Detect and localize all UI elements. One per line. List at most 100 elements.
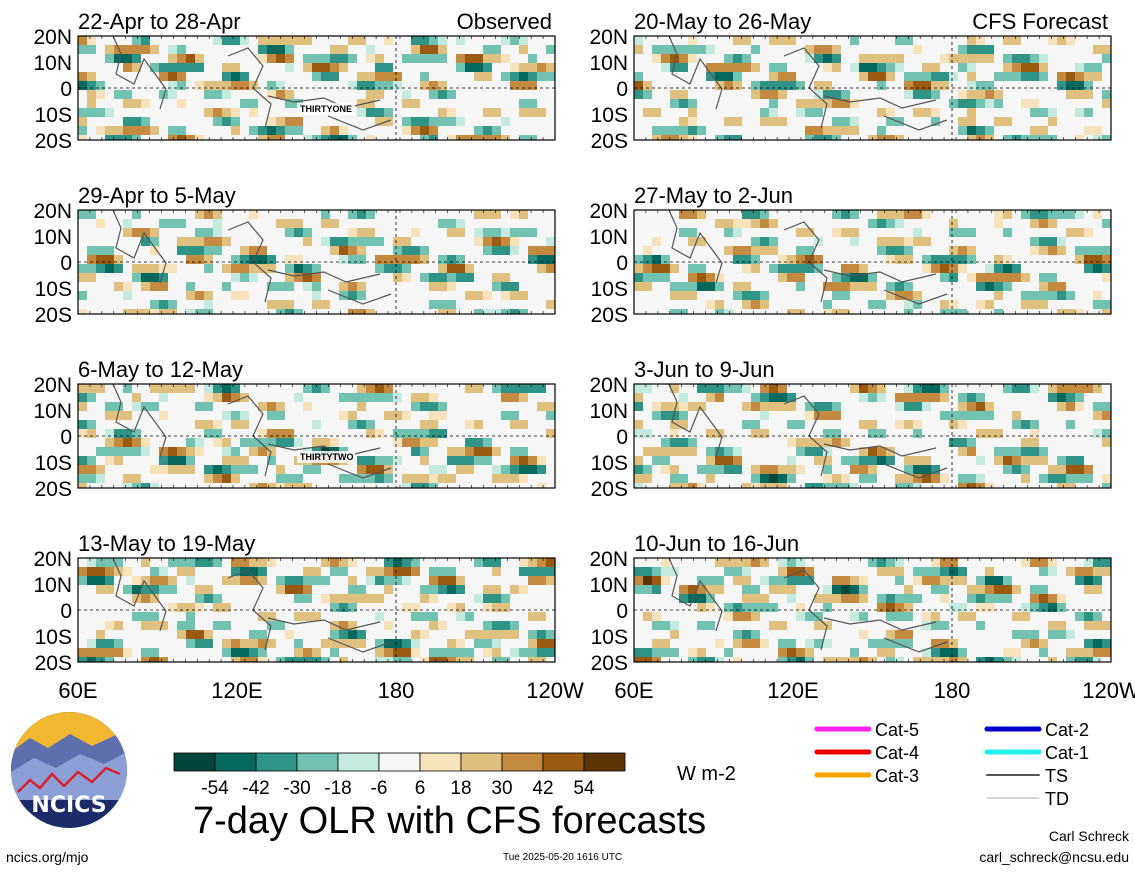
olr-cell [877, 81, 886, 90]
olr-cell [913, 90, 922, 99]
olr-cell [868, 219, 877, 228]
olr-cell [186, 384, 195, 393]
olr-cell [931, 474, 940, 483]
olr-cell [679, 420, 688, 429]
olr-cell [841, 576, 850, 585]
olr-cell [1003, 228, 1012, 237]
olr-cell [769, 108, 778, 117]
olr-cell [438, 273, 447, 282]
olr-cell [447, 585, 456, 594]
olr-cell [931, 63, 940, 72]
olr-cell [1003, 117, 1012, 126]
olr-cell [751, 474, 760, 483]
olr-cell [519, 648, 528, 657]
olr-cell [895, 483, 904, 488]
olr-cell [330, 594, 339, 603]
olr-cell [501, 465, 510, 474]
olr-cell [643, 282, 652, 291]
lon-tick-label: 120W [526, 678, 584, 703]
olr-cell [679, 447, 688, 456]
olr-cell [724, 384, 733, 393]
olr-cell [357, 237, 366, 246]
olr-cell [294, 594, 303, 603]
olr-cell [976, 126, 985, 135]
olr-cell [823, 81, 832, 90]
olr-cell [823, 621, 832, 630]
olr-cell [1057, 210, 1066, 219]
olr-cell [285, 45, 294, 54]
olr-cell [186, 246, 195, 255]
olr-cell [168, 558, 177, 567]
olr-cell [706, 594, 715, 603]
author-email[interactable]: carl_schreck@ncsu.edu [979, 849, 1129, 865]
source-url[interactable]: ncics.org/mjo [6, 849, 89, 865]
olr-cell [411, 630, 420, 639]
olr-cell [841, 282, 850, 291]
olr-cell [123, 117, 132, 126]
olr-cell [877, 456, 886, 465]
olr-cell [375, 639, 384, 648]
olr-cell [357, 420, 366, 429]
olr-cell [339, 657, 348, 662]
olr-cell [634, 420, 643, 429]
olr-cell [546, 300, 555, 309]
olr-cell [697, 282, 706, 291]
olr-cell [303, 594, 312, 603]
olr-cell [832, 438, 841, 447]
olr-cell [931, 90, 940, 99]
olr-cell [679, 291, 688, 300]
olr-cell [814, 612, 823, 621]
olr-cell [222, 621, 231, 630]
olr-cell [258, 576, 267, 585]
olr-cell [697, 594, 706, 603]
olr-cell [249, 447, 258, 456]
olr-cell [832, 474, 841, 483]
lat-tick-label: 20N [589, 26, 628, 49]
olr-cell [357, 594, 366, 603]
olr-cell [697, 237, 706, 246]
olr-cell [465, 465, 474, 474]
olr-cell [240, 255, 249, 264]
olr-cell [769, 465, 778, 474]
olr-cell [967, 411, 976, 420]
olr-cell [904, 282, 913, 291]
coastline [112, 383, 392, 479]
olr-cell [366, 420, 375, 429]
olr-cell [733, 447, 742, 456]
olr-cell [643, 255, 652, 264]
olr-cell [814, 126, 823, 135]
olr-cell [886, 291, 895, 300]
olr-cell [931, 117, 940, 126]
olr-cell [1057, 594, 1066, 603]
olr-cell [1057, 237, 1066, 246]
olr-cell [411, 45, 420, 54]
olr-cell [1084, 72, 1093, 81]
olr-cell [159, 567, 168, 576]
olr-cell [384, 264, 393, 273]
olr-cell [760, 246, 769, 255]
olr-cell [724, 612, 733, 621]
olr-cell [168, 456, 177, 465]
olr-cell [1066, 420, 1075, 429]
olr-cell [823, 135, 832, 140]
olr-cell [528, 135, 537, 140]
olr-cell [438, 429, 447, 438]
lat-tick-label: 10S [591, 104, 628, 127]
olr-cell [1003, 447, 1012, 456]
olr-cell [465, 264, 474, 273]
olr-cell [285, 54, 294, 63]
panel-title: 6-May to 12-May [78, 357, 243, 382]
olr-cell [742, 264, 751, 273]
olr-cell [1048, 237, 1057, 246]
olr-cell [393, 81, 402, 90]
olr-cell [832, 210, 841, 219]
olr-cell [312, 384, 321, 393]
olr-cell [231, 558, 240, 567]
olr-cell [787, 657, 796, 662]
olr-cell [159, 309, 168, 314]
olr-cell [222, 456, 231, 465]
olr-cell [1066, 648, 1075, 657]
olr-cell [895, 237, 904, 246]
olr-cell [778, 567, 787, 576]
